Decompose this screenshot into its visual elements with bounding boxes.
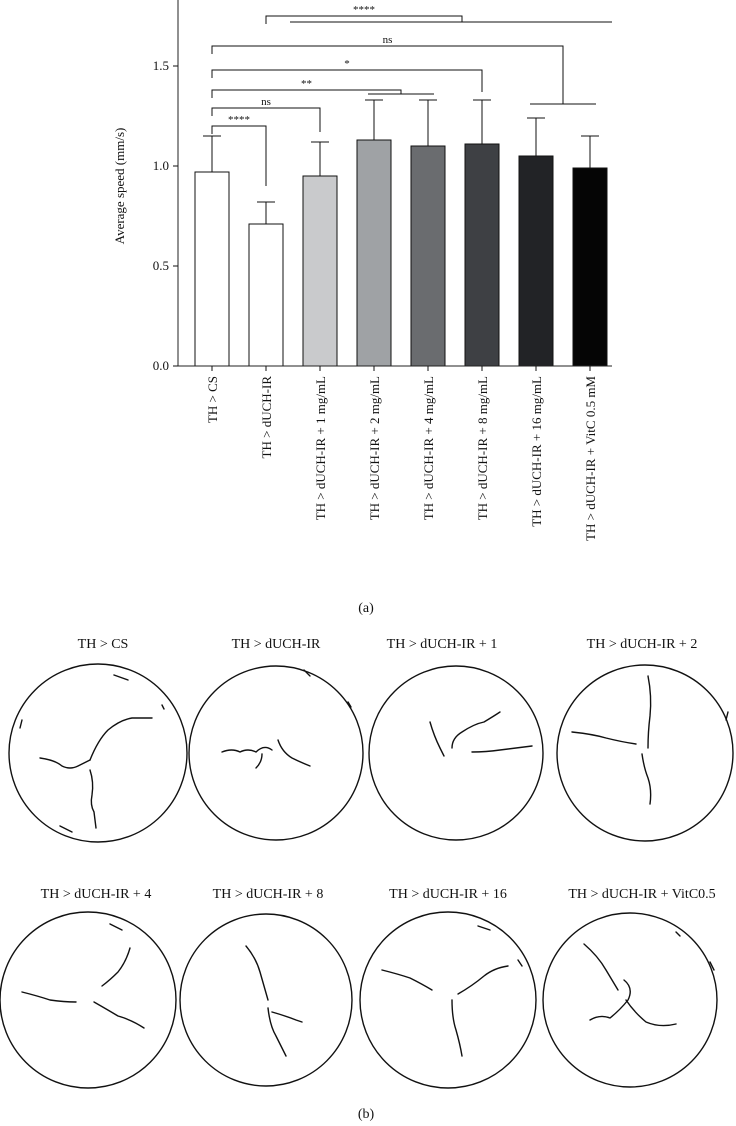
trajectory-paths <box>21 923 145 1029</box>
y-tick-label: 1.5 <box>153 58 169 73</box>
bar <box>248 223 284 367</box>
bar <box>572 167 608 367</box>
track-panel: TH > dUCH-IR + 4 <box>0 887 177 1089</box>
significance-label: ns <box>261 96 271 108</box>
arena-circle <box>188 665 364 841</box>
significance-bracket <box>211 69 483 92</box>
arena-circle <box>556 664 734 842</box>
bar <box>410 145 446 367</box>
significance-label: * <box>344 58 350 70</box>
y-tick-label: 0.5 <box>153 258 169 273</box>
trajectory-paths <box>429 711 533 757</box>
trajectory-paths <box>583 931 715 1027</box>
x-tick-label: TH > CS <box>205 376 220 423</box>
significance-bracket <box>211 125 267 186</box>
track-title: TH > CS <box>78 637 129 652</box>
track-title: TH > dUCH-IR + 8 <box>213 887 324 902</box>
trajectory-paths <box>381 925 523 1057</box>
track-panel: TH > dUCH-IR + 8 <box>179 887 353 1087</box>
x-tick-label: TH > dUCH-IR + 1 mg/mL <box>313 376 328 520</box>
significance-brackets: ****ns***ns**** <box>211 4 612 186</box>
trajectory-paths <box>571 675 729 805</box>
trajectory-paths <box>245 945 303 1057</box>
trajectory-paths <box>221 669 352 769</box>
significance-bracket <box>265 15 463 24</box>
x-tick-label: TH > dUCH-IR + 2 mg/mL <box>367 376 382 520</box>
arena-circle <box>0 911 177 1089</box>
track-panel: TH > CS <box>8 637 188 843</box>
arena-circle <box>359 911 537 1089</box>
bars <box>194 99 608 367</box>
x-tick-label: TH > dUCH-IR + 4 mg/mL <box>421 376 436 520</box>
track-panel: TH > dUCH-IR + 16 <box>359 887 537 1089</box>
bar-chart: ****ns***ns**** 0.00.51.01.5 TH > CS TH >… <box>112 0 612 616</box>
arena-circle <box>368 665 544 841</box>
x-tick-labels: TH > CS TH > dUCH-IR TH > dUCH-IR + 1 mg/m… <box>205 366 598 541</box>
track-title: TH > dUCH-IR + 2 <box>587 637 698 652</box>
trajectory-paths <box>19 674 165 833</box>
bar <box>356 139 392 367</box>
arena-circle <box>542 912 718 1088</box>
y-axis-label: Average speed (mm/s) <box>112 128 127 245</box>
track-panel: TH > dUCH-IR <box>188 637 364 841</box>
significance-label: **** <box>228 114 250 126</box>
axes <box>177 0 612 367</box>
x-tick-label: TH > dUCH-IR + VitC 0.5 mM <box>583 376 598 541</box>
trajectory-panels: TH > CS TH > dUCH-IR <box>0 637 734 1122</box>
x-tick-label: TH > dUCH-IR <box>259 376 274 459</box>
panel-label-b: (b) <box>358 1107 375 1122</box>
bar <box>518 155 554 367</box>
bar <box>464 143 500 367</box>
y-ticks: 0.0 0.5 1.0 1.5 <box>153 58 178 373</box>
track-panel: TH > dUCH-IR + 1 <box>368 637 544 841</box>
y-tick-label: 0.0 <box>153 358 169 373</box>
bar <box>194 171 230 367</box>
track-title: TH > dUCH-IR <box>232 637 321 652</box>
significance-label: ns <box>383 34 393 46</box>
panel-label-a: (a) <box>358 601 374 616</box>
arena-circle <box>179 913 353 1087</box>
track-panel: TH > dUCH-IR + VitC0.5 <box>542 887 718 1088</box>
significance-bracket <box>211 107 321 132</box>
track-title: TH > dUCH-IR + 4 <box>41 887 152 902</box>
x-tick-label: TH > dUCH-IR + 8 mg/mL <box>475 376 490 520</box>
y-tick-label: 1.0 <box>153 158 169 173</box>
track-panel: TH > dUCH-IR + 2 <box>556 637 734 842</box>
significance-bracket <box>211 89 402 98</box>
track-title: TH > dUCH-IR + 16 <box>389 887 507 902</box>
track-title: TH > dUCH-IR + 1 <box>387 637 498 652</box>
arena-circle <box>8 663 188 843</box>
bar <box>302 175 338 367</box>
significance-label: ** <box>301 78 312 90</box>
track-title: TH > dUCH-IR + VitC0.5 <box>568 887 715 902</box>
significance-label: **** <box>353 4 375 16</box>
significance-bracket <box>211 45 564 104</box>
x-tick-label: TH > dUCH-IR + 16 mg/mL <box>529 376 544 527</box>
